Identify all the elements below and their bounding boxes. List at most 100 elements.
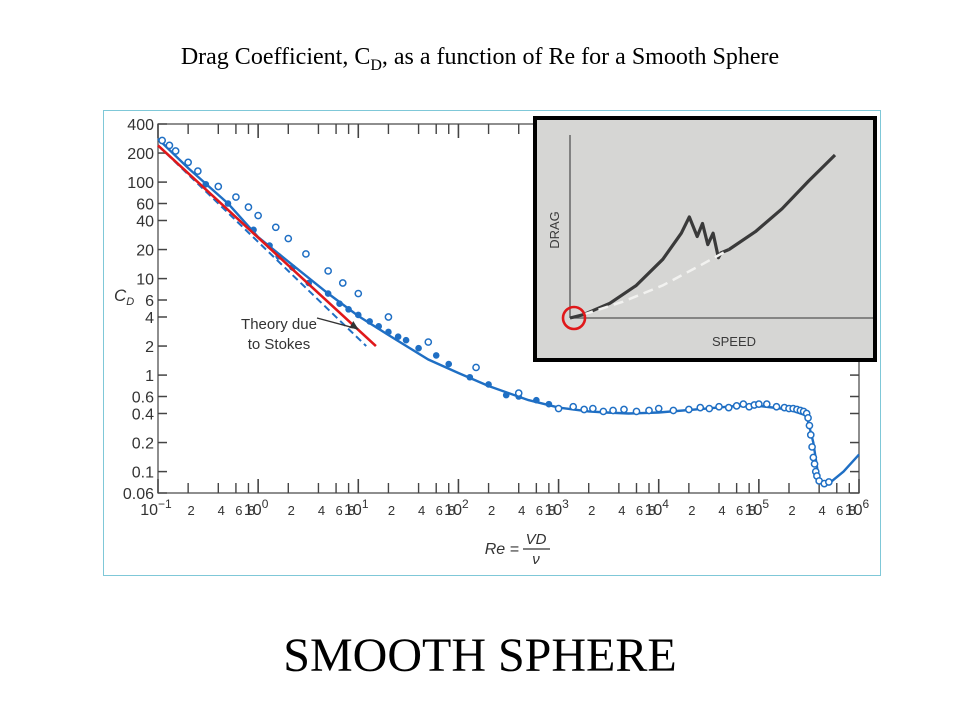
data-point-open — [715, 402, 723, 411]
title-subscript: D — [370, 56, 382, 74]
y-tick-label: 0.4 — [132, 406, 154, 423]
data-point-open — [472, 363, 480, 372]
slide-title: Drag Coefficient, CD, as a function of R… — [0, 44, 960, 75]
x-tick-label-minor: 4 — [518, 503, 525, 518]
data-point-open — [825, 478, 833, 486]
data-point-open — [609, 406, 617, 415]
data-point-filled — [385, 328, 392, 336]
x-tick-label-minor: 2 — [688, 503, 695, 518]
title-text-suffix: , as a function of Re for a Smooth Spher… — [381, 44, 780, 70]
data-point-open — [669, 406, 678, 415]
data-point-filled — [394, 333, 402, 340]
data-point-filled — [345, 306, 352, 313]
data-point-open — [696, 403, 705, 412]
inset-x-axis-label: SPEED — [712, 334, 756, 349]
y-tick-label: 100 — [127, 175, 154, 192]
data-point-filled — [402, 336, 410, 344]
data-point-open — [804, 414, 812, 422]
y-tick-label: 1 — [145, 368, 154, 385]
annotation-text-line-2: to Stokes — [248, 336, 311, 353]
data-point-filled — [545, 400, 553, 408]
data-point-filled — [502, 391, 510, 399]
y-tick-label: 0.1 — [132, 465, 154, 482]
x-tick-label-major: 10−1 — [140, 497, 172, 519]
x-tick-label-minor: 2 — [788, 503, 795, 518]
data-point-open — [194, 167, 202, 175]
data-point-open — [620, 405, 628, 414]
x-tick-label-minor: 8 — [348, 503, 355, 518]
data-point-open — [805, 421, 814, 430]
data-point-open — [554, 404, 563, 413]
data-point-filled — [375, 323, 383, 330]
data-point-open — [645, 406, 653, 415]
data-point-open — [806, 431, 815, 439]
data-point-filled — [432, 352, 440, 359]
y-axis-label: CD — [114, 286, 134, 308]
y-tick-label: 20 — [136, 243, 154, 260]
data-point-open — [580, 405, 588, 414]
red-overlay-line — [157, 144, 377, 348]
y-tick-label: 0.2 — [132, 436, 154, 453]
x-tick-label-minor: 4 — [318, 503, 325, 518]
data-point-open — [732, 402, 741, 410]
data-point-open — [324, 267, 332, 275]
x-tick-label-major: 103 — [544, 497, 569, 519]
x-tick-label-minor: 6 — [335, 503, 342, 518]
data-point-open — [384, 313, 393, 321]
data-point-open — [184, 158, 192, 167]
drag-coefficient-chart: 4002001006040201064210.60.40.20.10.0610−… — [114, 117, 870, 568]
x-tick-label-minor: 2 — [588, 503, 595, 518]
data-point-open — [165, 141, 174, 150]
y-tick-label: 0.6 — [132, 390, 154, 407]
x-tick-label-minor: 6 — [836, 503, 843, 518]
x-tick-label-minor: 4 — [819, 503, 826, 518]
data-point-filled — [366, 318, 373, 325]
data-point-open — [244, 203, 253, 212]
x-tick-label-minor: 2 — [188, 503, 195, 518]
data-point-filled — [533, 396, 540, 404]
drag-speed-chart: DRAG SPEED — [537, 120, 873, 358]
data-point-open — [589, 404, 597, 413]
x-axis-label-denominator: ν — [532, 551, 540, 568]
inset-y-axis-label: DRAG — [547, 211, 562, 249]
data-point-open — [685, 405, 693, 414]
data-point-open — [171, 147, 180, 155]
data-point-filled — [324, 290, 332, 297]
y-tick-label: 2 — [145, 339, 154, 356]
y-tick-label: 400 — [127, 117, 154, 134]
data-point-filled — [415, 344, 422, 352]
data-point-open — [809, 453, 818, 462]
data-point-open — [762, 400, 771, 408]
data-point-filled — [485, 381, 492, 388]
x-tick-label-minor: 8 — [448, 503, 455, 518]
x-tick-label-minor: 2 — [488, 503, 495, 518]
data-point-open — [254, 211, 262, 220]
x-tick-label-minor: 4 — [718, 503, 725, 518]
data-point-open — [724, 403, 733, 412]
y-tick-label: 4 — [145, 310, 154, 327]
x-axis-label-numerator: VD — [526, 531, 547, 548]
x-tick-label-minor: 4 — [418, 503, 425, 518]
y-tick-label: 6 — [145, 293, 154, 310]
x-tick-label-minor: 6 — [636, 503, 643, 518]
data-point-filled — [445, 360, 453, 368]
data-point-open — [302, 250, 310, 258]
data-point-open — [772, 402, 781, 411]
data-point-open — [599, 407, 608, 416]
data-point-open — [284, 234, 293, 243]
data-point-open — [232, 193, 240, 201]
x-tick-label-major: 104 — [644, 497, 669, 519]
data-point-open — [808, 443, 816, 451]
x-tick-label-minor: 8 — [648, 503, 655, 518]
data-point-open — [654, 404, 663, 413]
x-tick-label-minor: 4 — [618, 503, 625, 518]
x-axis-label: Re = — [485, 541, 519, 558]
y-tick-label: 200 — [127, 146, 154, 163]
data-point-open — [705, 404, 714, 413]
data-point-open — [158, 136, 166, 145]
footer-caption: SMOOTH SPHERE — [283, 629, 677, 682]
data-point-open — [338, 279, 347, 287]
y-tick-label: 0.06 — [123, 486, 154, 503]
x-tick-label-major: 105 — [745, 497, 770, 519]
inset-drag-curve-dashed — [582, 248, 730, 316]
